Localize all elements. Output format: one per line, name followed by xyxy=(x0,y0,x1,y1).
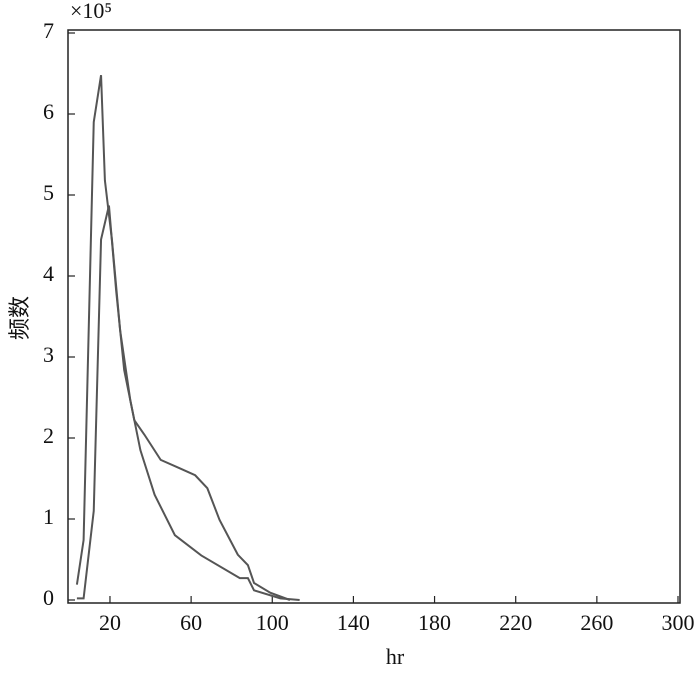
y-tick-label: 0 xyxy=(43,585,54,610)
x-tick-label: 60 xyxy=(180,610,202,635)
y-tick-label: 2 xyxy=(43,423,54,448)
x-tick-label: 260 xyxy=(580,610,613,635)
y-tick-label: 6 xyxy=(43,99,54,124)
x-tick-label: 300 xyxy=(662,610,695,635)
y-tick-label: 1 xyxy=(43,504,54,529)
y-tick-label: 5 xyxy=(43,180,54,205)
line-series xyxy=(75,74,300,601)
x-tick-label: 220 xyxy=(499,610,532,635)
y-axis-label: 频数 xyxy=(7,296,32,340)
x-tick-label: 20 xyxy=(99,610,121,635)
plot-frame xyxy=(67,29,681,604)
y-tick-label: 7 xyxy=(43,18,54,43)
line-series xyxy=(76,205,291,601)
x-axis-label: hr xyxy=(386,644,405,669)
y-multiplier: ×10⁵ xyxy=(70,0,112,23)
y-tick-label: 3 xyxy=(43,342,54,367)
x-tick-label: 180 xyxy=(418,610,451,635)
x-tick-label: 100 xyxy=(256,610,289,635)
y-tick-label: 4 xyxy=(43,261,54,286)
x-tick-label: 140 xyxy=(337,610,370,635)
